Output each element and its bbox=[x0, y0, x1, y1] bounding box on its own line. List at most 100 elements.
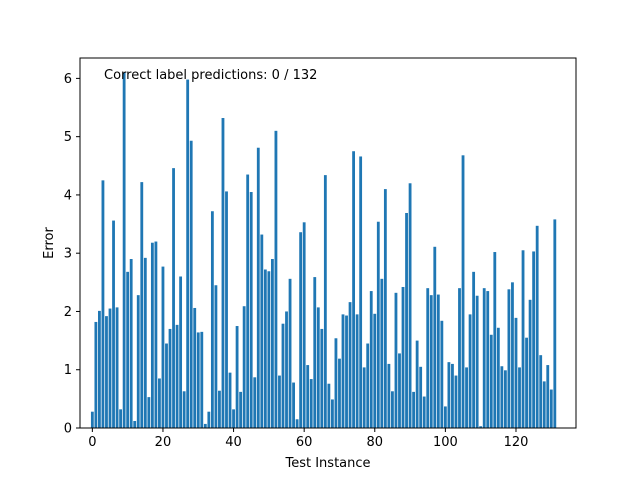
y-tick-label: 3 bbox=[64, 247, 72, 262]
bar bbox=[493, 252, 497, 428]
bar bbox=[207, 411, 211, 428]
bar bbox=[447, 362, 451, 428]
bar bbox=[391, 391, 394, 428]
bar bbox=[168, 328, 172, 428]
bar bbox=[542, 381, 546, 428]
x-tick-label: 20 bbox=[155, 435, 172, 450]
bar bbox=[161, 266, 165, 428]
x-tick-label: 60 bbox=[296, 435, 313, 450]
bar bbox=[348, 302, 352, 428]
bar bbox=[193, 307, 197, 428]
bar bbox=[253, 377, 257, 428]
bar bbox=[232, 409, 235, 428]
bar bbox=[150, 242, 154, 428]
bar bbox=[228, 372, 232, 428]
bar bbox=[140, 182, 144, 428]
bar bbox=[327, 383, 331, 428]
bar bbox=[94, 321, 98, 428]
bar bbox=[299, 232, 303, 428]
bar bbox=[239, 391, 243, 428]
bar bbox=[285, 311, 288, 428]
bar bbox=[108, 308, 112, 428]
bar bbox=[398, 353, 401, 428]
bar bbox=[218, 390, 221, 428]
bar bbox=[175, 324, 179, 428]
bar bbox=[429, 295, 433, 428]
bar bbox=[281, 323, 285, 428]
bar bbox=[136, 295, 140, 428]
bar bbox=[309, 379, 313, 428]
x-axis-ticks: 0 20 40 60 80 100 120 bbox=[88, 428, 528, 450]
bar bbox=[426, 288, 430, 428]
bar bbox=[210, 211, 214, 428]
bar bbox=[451, 363, 454, 428]
bar bbox=[412, 391, 416, 428]
bar bbox=[408, 183, 412, 428]
bar bbox=[274, 130, 278, 428]
bar bbox=[126, 271, 130, 428]
bar bbox=[436, 294, 440, 428]
bar bbox=[242, 306, 246, 428]
bar bbox=[172, 168, 175, 428]
bar bbox=[458, 288, 461, 428]
bar bbox=[366, 343, 370, 428]
bar bbox=[465, 367, 468, 428]
bars-group bbox=[90, 72, 557, 429]
bar bbox=[503, 370, 507, 428]
bar bbox=[203, 423, 207, 428]
bar bbox=[362, 367, 366, 428]
x-tick-label: 0 bbox=[88, 435, 96, 450]
bar bbox=[383, 189, 387, 428]
bar bbox=[532, 251, 536, 428]
bar bbox=[496, 327, 500, 428]
bar bbox=[295, 419, 299, 428]
bar bbox=[511, 282, 514, 428]
bar bbox=[143, 257, 147, 428]
bar bbox=[521, 250, 525, 428]
bar bbox=[313, 277, 317, 428]
bar bbox=[539, 355, 543, 428]
bar bbox=[401, 286, 405, 428]
bar bbox=[225, 191, 228, 428]
bar bbox=[246, 174, 250, 428]
bar bbox=[369, 291, 373, 428]
y-tick-label: 6 bbox=[64, 72, 72, 87]
bar bbox=[196, 332, 200, 428]
x-tick-label: 80 bbox=[367, 435, 384, 450]
bar bbox=[468, 314, 472, 428]
bar bbox=[256, 147, 260, 429]
x-tick-label: 40 bbox=[225, 435, 242, 450]
bar bbox=[214, 285, 218, 428]
bar bbox=[489, 334, 493, 428]
bar bbox=[221, 118, 225, 429]
x-axis-label: Test Instance bbox=[284, 456, 370, 471]
bar bbox=[528, 299, 532, 428]
bar bbox=[440, 320, 444, 428]
bar bbox=[179, 276, 183, 428]
bar bbox=[115, 307, 119, 428]
bar bbox=[387, 363, 391, 428]
y-tick-label: 4 bbox=[64, 188, 72, 203]
bar bbox=[341, 314, 345, 428]
bar bbox=[549, 389, 553, 428]
bar bbox=[235, 326, 239, 428]
bar bbox=[352, 151, 355, 429]
bar bbox=[525, 337, 528, 428]
bar bbox=[320, 328, 324, 428]
bar bbox=[376, 221, 380, 428]
chart-annotation: Correct label predictions: 0 / 132 bbox=[104, 68, 317, 83]
y-tick-label: 0 bbox=[64, 422, 72, 437]
y-tick-label: 1 bbox=[64, 363, 72, 378]
bar bbox=[486, 291, 490, 428]
bar bbox=[122, 72, 126, 428]
bar bbox=[165, 343, 168, 428]
bar bbox=[292, 382, 295, 428]
bar bbox=[514, 317, 518, 428]
bar bbox=[302, 222, 306, 428]
bar bbox=[334, 338, 338, 428]
bar bbox=[373, 313, 377, 428]
plot-frame bbox=[79, 57, 577, 429]
bar bbox=[90, 411, 94, 428]
bar bbox=[263, 269, 267, 428]
